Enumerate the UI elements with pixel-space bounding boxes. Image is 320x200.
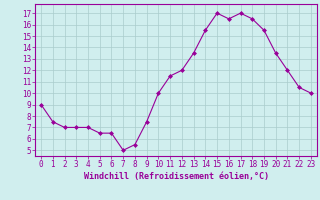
X-axis label: Windchill (Refroidissement éolien,°C): Windchill (Refroidissement éolien,°C) (84, 172, 268, 181)
